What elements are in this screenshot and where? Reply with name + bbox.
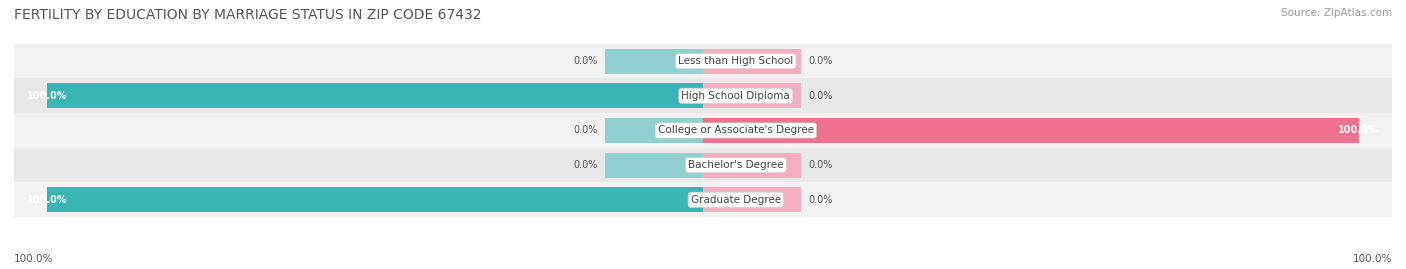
Text: 100.0%: 100.0% (27, 91, 67, 101)
Bar (703, 49, 801, 74)
Text: 0.0%: 0.0% (574, 56, 598, 66)
Text: 0.0%: 0.0% (808, 195, 832, 205)
Bar (703, 187, 801, 212)
Bar (605, 118, 703, 143)
Text: 100.0%: 100.0% (1353, 254, 1392, 264)
Text: 0.0%: 0.0% (808, 160, 832, 170)
Bar (703, 118, 801, 143)
Bar (14, 182, 1392, 217)
Bar (703, 153, 801, 178)
Bar (605, 49, 703, 74)
Bar (703, 118, 1360, 143)
Text: High School Diploma: High School Diploma (682, 91, 790, 101)
Bar (605, 153, 703, 178)
Text: 100.0%: 100.0% (14, 254, 53, 264)
Bar (46, 187, 703, 212)
Text: 100.0%: 100.0% (27, 195, 67, 205)
Text: FERTILITY BY EDUCATION BY MARRIAGE STATUS IN ZIP CODE 67432: FERTILITY BY EDUCATION BY MARRIAGE STATU… (14, 8, 482, 22)
Text: College or Associate's Degree: College or Associate's Degree (658, 125, 814, 136)
Text: 0.0%: 0.0% (574, 160, 598, 170)
Bar (14, 113, 1392, 148)
Bar (46, 83, 703, 108)
Text: 0.0%: 0.0% (808, 91, 832, 101)
Text: Less than High School: Less than High School (678, 56, 793, 66)
Text: 0.0%: 0.0% (808, 56, 832, 66)
Text: 100.0%: 100.0% (1339, 125, 1379, 136)
Bar (14, 148, 1392, 182)
Text: Source: ZipAtlas.com: Source: ZipAtlas.com (1281, 8, 1392, 18)
Bar (14, 44, 1392, 79)
Text: 0.0%: 0.0% (574, 125, 598, 136)
Text: Graduate Degree: Graduate Degree (690, 195, 780, 205)
Bar (14, 79, 1392, 113)
Bar (703, 83, 801, 108)
Text: Bachelor's Degree: Bachelor's Degree (688, 160, 783, 170)
Bar (605, 187, 703, 212)
Bar (605, 83, 703, 108)
